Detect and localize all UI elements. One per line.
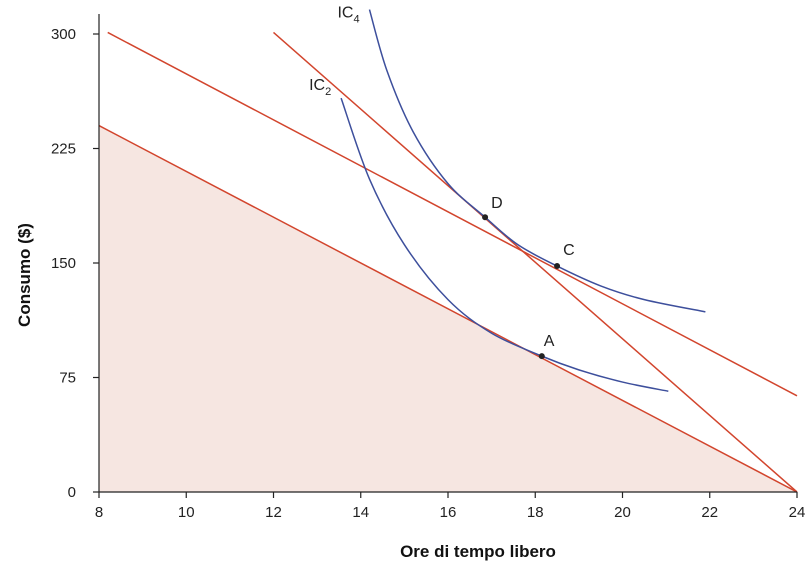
indifference-curve-ic4 — [368, 9, 706, 313]
x-tick-label: 10 — [178, 504, 195, 521]
indifference-curve-ic2 — [340, 97, 669, 392]
point-label-c: C — [563, 242, 575, 259]
x-tick-label: 18 — [527, 504, 544, 521]
point-label-d: D — [491, 195, 503, 212]
curve-label-ic2: IC2 — [309, 77, 331, 98]
x-tick-label: 16 — [440, 504, 457, 521]
x-tick-label: 14 — [352, 504, 369, 521]
point-d — [482, 214, 489, 221]
budget-line-3 — [273, 31, 798, 492]
axes: 8 10 12 14 16 18 20 22 24 0 75 150 225 300 — [51, 14, 805, 521]
y-tick-label: 225 — [51, 141, 76, 158]
curve-label-ic4: IC4 — [337, 5, 359, 26]
x-tick-label: 22 — [701, 504, 718, 521]
y-axis-title: Consumo ($) — [15, 223, 34, 327]
plot-area: IC2 IC4 A D C — [99, 5, 798, 492]
point-a — [538, 353, 545, 360]
y-tick-label: 75 — [59, 370, 76, 387]
x-tick-label: 12 — [265, 504, 282, 521]
y-tick-label: 150 — [51, 255, 76, 272]
x-tick-label: 8 — [95, 504, 103, 521]
point-label-a: A — [544, 333, 555, 350]
x-axis-title: Ore di tempo libero — [400, 542, 556, 561]
point-c — [554, 263, 561, 270]
y-tick-label: 300 — [51, 26, 76, 43]
budget-line-2 — [107, 31, 798, 397]
x-tick-label: 24 — [789, 504, 806, 521]
x-tick-label: 20 — [614, 504, 631, 521]
y-tick-label: 0 — [68, 484, 76, 501]
budget-line-1 — [99, 124, 798, 492]
